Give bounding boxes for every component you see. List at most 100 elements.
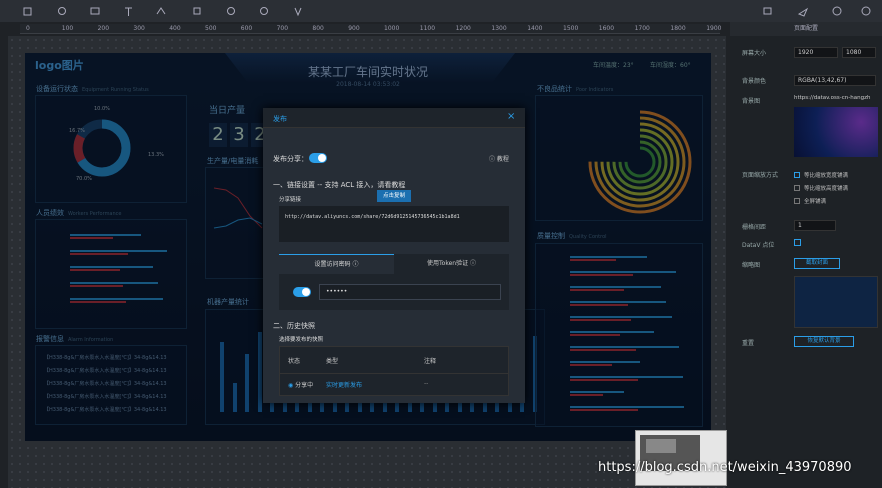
digit: 2: [209, 123, 227, 147]
equipment-title: 设备运行状态 Equipment Running Status: [36, 84, 149, 94]
deco-ring: [600, 122, 680, 202]
capture-button[interactable]: 截取封面: [794, 258, 840, 269]
ruler-label: 900: [348, 25, 360, 32]
deco-bar: [570, 331, 655, 333]
option-label: 等比缩放高度铺满: [804, 185, 849, 192]
deco-column: [257, 332, 262, 412]
deco-ring: [612, 134, 668, 190]
height-input[interactable]: 1080: [842, 47, 876, 58]
ruler-label: 1900: [706, 25, 722, 32]
share-switch[interactable]: [309, 153, 327, 163]
share-label: 发布分享：: [273, 155, 308, 163]
deco-bar: [70, 234, 141, 236]
link-label: 分享链接: [279, 197, 302, 203]
label: 页面缩放方式: [742, 172, 779, 179]
label: 背景颜色: [742, 78, 767, 85]
label: 栅格间距: [742, 224, 767, 231]
dashboard: logo图片 某某工厂车间实时状况 2018-08-14 03:53:02 车间…: [25, 53, 711, 441]
ruler-label: 400: [169, 25, 181, 32]
deco-bar: [70, 237, 113, 239]
donut-label: 13.3%: [148, 152, 164, 158]
tab-token[interactable]: 使用Token验证 ⓘ: [427, 260, 476, 267]
quality-panel: [535, 243, 703, 427]
deco-bar: [70, 250, 167, 252]
deco-column: [245, 354, 249, 412]
deco-bar: [570, 391, 625, 393]
donut-label: 10.0%: [94, 106, 110, 112]
deco-bar: [70, 285, 123, 287]
deco-bar: [570, 271, 676, 273]
deco-bar: [570, 376, 684, 378]
section1: 一、链接设置 -- 支持 ACL 接入，请看教程: [273, 181, 406, 189]
poor-title: 不良品统计 Poor Indicators: [537, 84, 613, 94]
workers-title-text: 人员绩效: [36, 209, 64, 217]
td: 分享中: [295, 382, 314, 389]
panel-tab[interactable]: 页面配置: [730, 22, 882, 36]
ruler-label: 600: [240, 25, 253, 32]
tab-text: 使用Token验证: [427, 260, 469, 267]
deco-bar: [70, 266, 154, 268]
quality-subtitle: Quality Control: [569, 234, 607, 240]
alarm-title-text: 报警信息: [36, 335, 64, 343]
alarm-row: 【H338-8g&厂房水泵水入水温度[℃]】34-8g&14.13: [44, 394, 167, 400]
ruler-label: 1600: [598, 25, 615, 32]
watermark: https://blog.csdn.net/weixin_43970890: [598, 460, 852, 475]
deco-ring: [606, 128, 674, 196]
password-input[interactable]: ••••••: [319, 284, 501, 300]
deco-bar: [570, 379, 639, 381]
datetime: 2018-08-14 03:53:02: [336, 81, 400, 88]
copy-button[interactable]: 点击复制: [377, 190, 411, 202]
logo: logo图片: [35, 59, 84, 72]
workers-subtitle: Workers Performance: [68, 211, 122, 217]
deco-ring: [594, 116, 686, 208]
checkbox[interactable]: [794, 184, 800, 191]
equipment-subtitle: Equipment Running Status: [82, 87, 149, 93]
deco-ring: [588, 110, 692, 214]
deco-bar: [70, 298, 164, 300]
deco-bar: [570, 346, 680, 348]
scale-option[interactable]: 等比缩放宽度铺满: [794, 168, 848, 181]
label: 缩略图: [742, 262, 761, 269]
tutorial-link[interactable]: ⓘ 教程: [489, 156, 509, 163]
checkbox[interactable]: [794, 171, 800, 178]
reset-button[interactable]: 恢复默认背景: [794, 336, 854, 347]
alarm-row: 【H338-8g&厂房水泵水入水温度[℃]】34-8g&14.13: [44, 368, 167, 374]
deco-bar: [70, 253, 129, 255]
ruler-label: 800: [312, 25, 324, 32]
width-input[interactable]: 1920: [794, 47, 838, 58]
output-chart-title: 生产量/电量消耗: [207, 157, 259, 165]
scale-option[interactable]: 全屏铺满: [794, 194, 848, 207]
deco-bar: [570, 406, 684, 408]
option-label: 等比缩放宽度铺满: [804, 172, 849, 179]
auth-box: 设置访问密码 ⓘ 使用Token验证 ⓘ ••••••: [279, 254, 509, 310]
alarm-row: 【H338-8g&厂房水泵水入水温度[℃]】34-8g&14.13: [44, 381, 167, 387]
status-radio[interactable]: ◉ 分享中: [288, 382, 314, 389]
scale-option[interactable]: 等比缩放高度铺满: [794, 181, 848, 194]
label: 屏幕大小: [742, 50, 767, 57]
grid-input[interactable]: 1: [794, 220, 836, 231]
deco-column: [232, 382, 237, 412]
close-button[interactable]: ×: [507, 111, 516, 122]
tab-password[interactable]: 设置访问密码 ⓘ: [279, 254, 394, 274]
equipment-title-text: 设备运行状态: [36, 85, 78, 93]
password-switch[interactable]: [293, 287, 311, 297]
image-url[interactable]: https://datav.oss-cn-hangzh: [794, 95, 871, 101]
deco-bar: [70, 282, 159, 284]
checkbox[interactable]: [794, 197, 800, 204]
option-label: 全屏铺满: [804, 198, 827, 205]
label: DataV 点位: [742, 242, 775, 249]
ruler-label: 1700: [634, 25, 650, 32]
deco-bar: [570, 394, 603, 396]
ruler-label: 1400: [527, 25, 543, 32]
deco-bar: [570, 409, 639, 411]
ruler-label: 1200: [455, 25, 471, 32]
color-input[interactable]: RGBA(13,42,67): [794, 75, 876, 86]
point-checkbox[interactable]: [794, 239, 801, 246]
poor-panel: [535, 95, 703, 221]
th: 状态: [288, 358, 301, 365]
scale-options: 等比缩放宽度铺满 等比缩放高度铺满 全屏铺满: [794, 168, 848, 207]
bg-preview[interactable]: [794, 107, 878, 157]
ruler-label: 500: [205, 25, 217, 32]
alarm-panel: 【H338-8g&厂房水泵水入水温度[℃]】34-8g&14.13 【H338-8…: [35, 345, 187, 425]
deco-bar: [570, 256, 648, 258]
